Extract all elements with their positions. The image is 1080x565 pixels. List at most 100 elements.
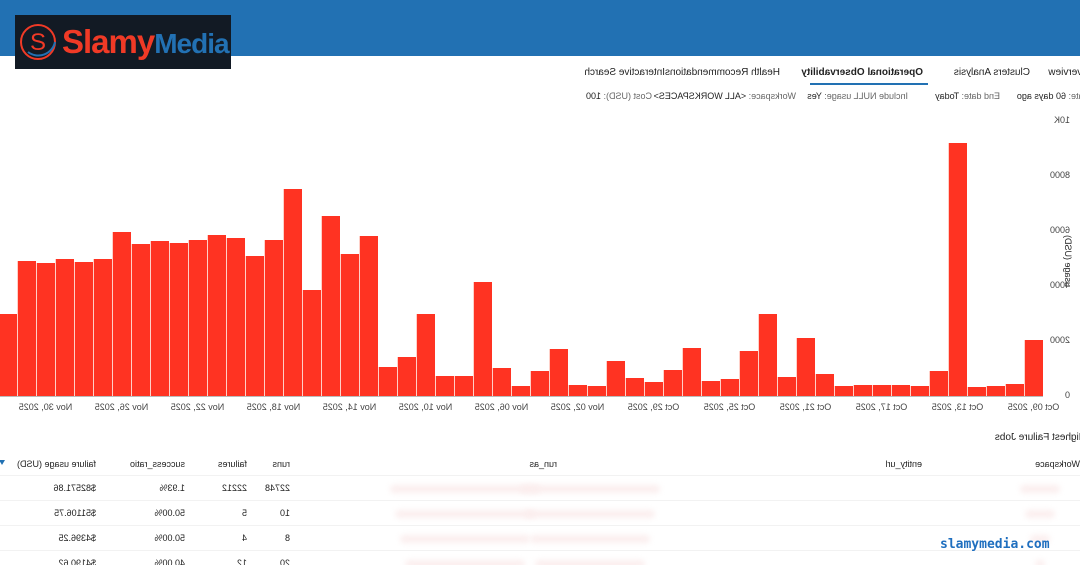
y-tick-label: 2000 <box>1049 335 1070 345</box>
cell-failures: 12 <box>236 558 247 565</box>
col-runs[interactable]: runs <box>272 459 290 469</box>
filter-end-date[interactable]: End date: Today <box>935 91 1000 101</box>
bar[interactable] <box>454 376 473 396</box>
bar[interactable] <box>435 375 454 396</box>
svg-text:S: S <box>30 29 46 56</box>
bar[interactable] <box>416 314 435 396</box>
filter-workspace-label: Workspace: <box>748 91 796 101</box>
cell-failure-usage: $4396.25 <box>58 533 96 543</box>
col-workspace[interactable]: Workspace <box>1035 459 1080 469</box>
cell-success-ratio: 40.00% <box>154 558 185 565</box>
bar[interactable] <box>1005 383 1024 396</box>
bar[interactable] <box>587 385 606 396</box>
bar[interactable] <box>264 240 283 396</box>
y-tick-label: 6000 <box>1049 225 1070 235</box>
bar[interactable] <box>55 259 74 396</box>
sort-desc-icon[interactable] <box>0 460 5 465</box>
col-failures[interactable]: failures <box>217 459 247 469</box>
bar[interactable] <box>1024 339 1043 396</box>
bar[interactable] <box>511 385 530 396</box>
filter-start-date[interactable]: Start date: 60 days ago <box>1017 91 1080 101</box>
x-tick-label: Nov 14, 2025 <box>322 402 377 412</box>
bar[interactable] <box>378 366 397 396</box>
bar[interactable] <box>112 232 131 396</box>
bar[interactable] <box>777 376 796 396</box>
bar[interactable] <box>815 374 834 396</box>
bar[interactable] <box>929 370 948 396</box>
redacted-cell <box>520 485 660 493</box>
tab-interactive-search[interactable]: Interactive Search <box>584 67 665 78</box>
bar[interactable] <box>644 382 663 396</box>
bar[interactable] <box>948 143 967 396</box>
bar[interactable] <box>530 370 549 396</box>
bar[interactable] <box>93 259 112 396</box>
col-failure-usage[interactable]: failure usage (USD) <box>16 459 96 469</box>
bar[interactable] <box>340 253 359 396</box>
bar[interactable] <box>967 386 986 396</box>
filter-workspace-value: <ALL WORKSPACES> <box>653 91 747 101</box>
bar[interactable] <box>701 380 720 396</box>
table-row-divider <box>0 500 1080 501</box>
bar[interactable] <box>625 378 644 396</box>
bar[interactable] <box>606 361 625 396</box>
redacted-cell <box>1035 560 1045 565</box>
tab-operational-observability[interactable]: Operational Observability <box>801 67 923 78</box>
cell-failures: 5 <box>241 508 247 518</box>
bar[interactable] <box>150 240 169 396</box>
bar[interactable] <box>207 235 226 396</box>
bar[interactable] <box>36 262 55 396</box>
bar[interactable] <box>131 243 150 396</box>
bar[interactable] <box>853 385 872 396</box>
bar[interactable] <box>17 261 36 396</box>
bar[interactable] <box>986 385 1005 396</box>
bar[interactable] <box>359 235 378 396</box>
y-tick-label: 10K <box>1053 115 1070 125</box>
bar[interactable] <box>891 385 910 396</box>
bar[interactable] <box>283 188 302 396</box>
bar[interactable] <box>245 256 264 396</box>
x-tick-label: Oct 25, 2025 <box>703 402 756 412</box>
tab-overview[interactable]: Overview <box>1048 67 1080 78</box>
bar[interactable] <box>74 262 93 396</box>
col-entity-url[interactable]: entity_url <box>885 459 922 469</box>
redacted-cell <box>535 560 645 565</box>
filter-cost-value: 100 <box>585 91 601 101</box>
col-success-ratio[interactable]: success_ratio <box>129 459 185 469</box>
tab-health-recommendations[interactable]: Health Recommendations <box>664 67 780 78</box>
bar[interactable] <box>910 385 929 396</box>
filter-workspace[interactable]: Workspace: <ALL WORKSPACES> <box>654 91 796 101</box>
bar[interactable] <box>834 385 853 396</box>
bar[interactable] <box>568 385 587 396</box>
bar[interactable] <box>188 240 207 396</box>
cell-runs: 10 <box>279 508 290 518</box>
filter-include-null[interactable]: Include NULL usage: Yes <box>807 91 908 101</box>
table-row-divider <box>0 475 1080 476</box>
bar[interactable] <box>226 238 245 396</box>
bar[interactable] <box>169 243 188 396</box>
cell-failure-usage: $4190.62 <box>58 558 96 565</box>
bar[interactable] <box>739 351 758 396</box>
bar[interactable] <box>682 348 701 396</box>
bar[interactable] <box>302 290 321 396</box>
bar[interactable] <box>473 281 492 396</box>
y-tick-label: 4000 <box>1049 280 1070 290</box>
bar[interactable] <box>321 216 340 396</box>
bar[interactable] <box>758 314 777 396</box>
bar[interactable] <box>720 379 739 396</box>
bar[interactable] <box>397 357 416 396</box>
filter-cost[interactable]: Cost (USD): 100 <box>586 91 652 101</box>
filter-start-value: 60 days ago <box>1016 91 1066 101</box>
tab-clusters-analysis[interactable]: Clusters Analysis <box>953 67 1030 78</box>
bar[interactable] <box>663 370 682 396</box>
bar[interactable] <box>549 349 568 396</box>
bar[interactable] <box>872 385 891 396</box>
bar[interactable] <box>0 314 17 396</box>
filter-start-label: Start date: <box>1068 91 1080 101</box>
col-run-as[interactable]: run_as <box>529 459 557 469</box>
bar[interactable] <box>796 338 815 396</box>
x-tick-label: Oct 29, 2025 <box>627 402 680 412</box>
x-tick-label: Oct 21, 2025 <box>779 402 832 412</box>
bar[interactable] <box>492 367 511 396</box>
cell-runs: 22748 <box>264 483 290 493</box>
cell-success-ratio: 50.00% <box>154 533 185 543</box>
